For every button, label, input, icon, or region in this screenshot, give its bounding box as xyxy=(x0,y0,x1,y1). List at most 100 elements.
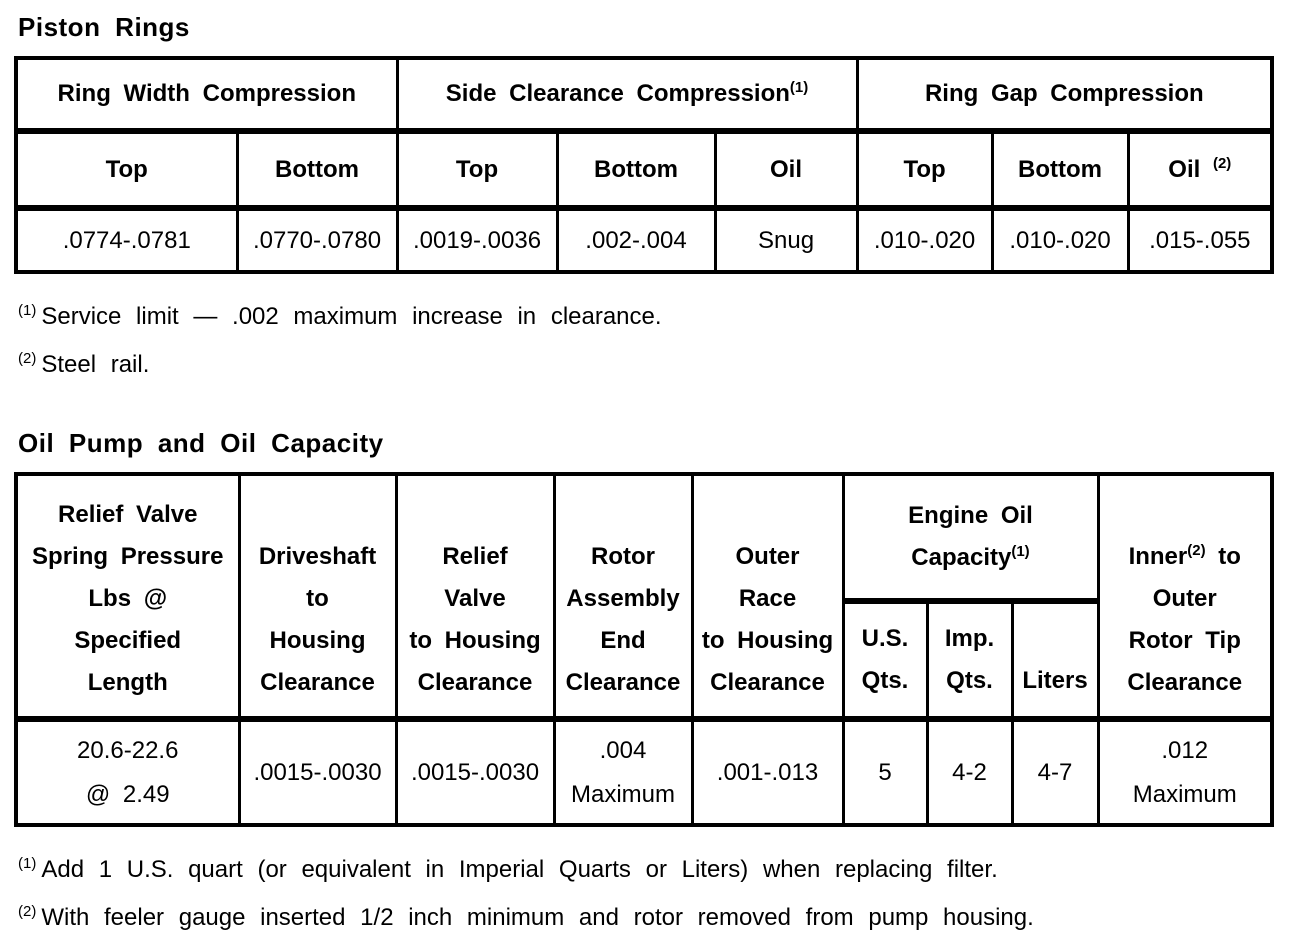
value-rotor-end-clearance: .004 Maximum xyxy=(552,716,694,827)
header-line: End xyxy=(600,627,646,654)
footnote-marker: (1) xyxy=(18,855,37,872)
header-line: Capacity(1) xyxy=(846,537,1095,579)
header-text: Inner xyxy=(1128,543,1188,570)
footnote-text: Steel rail. xyxy=(41,351,150,378)
oil-pump-footnotes: (1) Add 1 U.S. quart (or equivalent in Im… xyxy=(18,843,1298,939)
header-line: to xyxy=(306,585,329,612)
header-line: Specified xyxy=(74,627,182,654)
header-imp-qts: Imp. Qts. xyxy=(925,599,1014,721)
header-line: Housing xyxy=(269,627,366,654)
sub-label: Bottom xyxy=(594,155,678,183)
header-line: Clearance xyxy=(710,669,825,696)
value-relief-spring-pressure: 20.6-22.6 @ 2.49 xyxy=(14,716,241,827)
group-header-side-clearance: Side Clearance Compression(1) xyxy=(395,56,859,134)
header-line: Engine Oil xyxy=(908,502,1033,529)
group-label: Ring Gap Compression xyxy=(924,80,1204,107)
piston-rings-footnotes: (1) Service limit — .002 maximum increase… xyxy=(18,290,1298,386)
value-us-qts: 5 xyxy=(841,716,929,827)
header-line: Qts. xyxy=(861,667,909,694)
group-label: Side Clearance Compression xyxy=(445,80,790,107)
value-imp-qts: 4-2 xyxy=(925,716,1014,827)
value-line: Maximum xyxy=(1132,780,1237,808)
header-text: to xyxy=(1205,543,1241,570)
value-liters: 4-7 xyxy=(1010,716,1100,827)
header-relief-valve-clearance: Relief Valve to Housing Clearance xyxy=(394,472,556,721)
header-line: Relief xyxy=(442,543,508,570)
header-text: Capacity xyxy=(911,544,1012,571)
header-line: Lbs @ xyxy=(88,585,168,612)
value-line: Maximum xyxy=(570,780,675,808)
group-label: Ring Width Compression xyxy=(57,80,356,107)
sub-header-bottom: Bottom xyxy=(555,129,717,210)
oil-pump-header-row-2: U.S. Qts. Imp. Qts. Liters xyxy=(16,599,1272,721)
header-relief-valve-spring: Relief Valve Spring Pressure Lbs @ Speci… xyxy=(14,472,241,721)
piston-rings-title: Piston Rings xyxy=(18,12,190,42)
sub-header-top: Top xyxy=(14,129,239,210)
header-rotor-assembly-clearance: Rotor Assembly End Clearance xyxy=(552,472,694,721)
piston-rings-table: Ring Width Compression Side Clearance Co… xyxy=(14,56,1275,274)
header-line: Clearance xyxy=(260,669,375,696)
value-line: 20.6-22.6 xyxy=(77,736,179,764)
value-ring-gap-top: .010-.020 xyxy=(855,205,994,274)
value-driveshaft-clearance: .0015-.0030 xyxy=(237,716,398,827)
value-relief-valve-clearance: .0015-.0030 xyxy=(394,716,556,827)
sub-header-oil: Oil xyxy=(713,129,859,210)
header-line: Qts. xyxy=(946,667,993,694)
footnote: (1) Add 1 U.S. quart (or equivalent in Im… xyxy=(18,843,1298,891)
header-line: Outer xyxy=(735,543,800,570)
footnote-marker: (1) xyxy=(18,302,37,319)
footnote-ref: (1) xyxy=(789,79,809,96)
group-header-ring-width: Ring Width Compression xyxy=(14,56,399,134)
footnote-marker: (2) xyxy=(18,903,37,920)
sub-header-top: Top xyxy=(395,129,559,210)
value-line: .004 xyxy=(599,736,647,764)
sub-label: Bottom xyxy=(1018,155,1103,183)
oil-pump-header-row-1: Relief Valve Spring Pressure Lbs @ Speci… xyxy=(14,472,1274,721)
header-line: Assembly xyxy=(566,585,680,612)
oil-pump-data-row: 20.6-22.6 @ 2.49 .0015-.0030 .0015-.0030… xyxy=(14,716,1274,827)
sub-header-bottom: Bottom xyxy=(990,129,1130,210)
value-outer-race-clearance: .001-.013 xyxy=(690,716,845,827)
sub-label: Bottom xyxy=(275,155,359,183)
sub-label: Top xyxy=(903,155,946,183)
footnote-ref: (2) xyxy=(1187,542,1206,559)
footnote: (2) With feeler gauge inserted 1/2 inch m… xyxy=(18,891,1298,939)
header-line: Clearance xyxy=(417,669,533,696)
header-line: Length xyxy=(87,669,168,696)
footnote-ref: (1) xyxy=(1011,543,1030,560)
value-line: @ 2.49 xyxy=(85,780,170,808)
sub-header-bottom: Bottom xyxy=(235,129,399,210)
value-rotor-tip-clearance: .012 Maximum xyxy=(1096,716,1274,827)
header-line: Race xyxy=(738,585,797,612)
oil-pump-table: Relief Valve Spring Pressure Lbs @ Speci… xyxy=(14,472,1274,827)
sub-label: Top xyxy=(455,155,499,183)
header-us-qts: U.S. Qts. xyxy=(841,599,929,721)
header-rotor-tip-clearance: Inner(2) to Outer Rotor Tip Clearance xyxy=(1096,472,1274,721)
sub-label: Oil xyxy=(770,155,803,183)
oil-pump-title: Oil Pump and Oil Capacity xyxy=(18,428,384,458)
value-side-clearance-oil: Snug xyxy=(713,205,859,274)
header-line: Inner(2) to xyxy=(1101,536,1269,578)
footnote-text: With feeler gauge inserted 1/2 inch mini… xyxy=(41,904,1034,931)
footnote-marker: (2) xyxy=(18,350,37,367)
value-line: .012 xyxy=(1161,736,1209,764)
footnote: (2) Steel rail. xyxy=(18,338,1298,386)
sub-header-top: Top xyxy=(855,129,994,210)
header-line: Outer xyxy=(1152,585,1217,612)
value-ring-gap-bottom: .010-.020 xyxy=(990,205,1130,274)
header-line: Valve xyxy=(444,585,506,612)
header-liters: Liters xyxy=(1010,599,1100,721)
header-driveshaft-clearance: Driveshaft to Housing Clearance xyxy=(237,472,398,721)
piston-rings-data-row: .0774-.0781 .0770-.0780 .0019-.0036 .002… xyxy=(14,205,1274,274)
group-header-row: Ring Width Compression Side Clearance Co… xyxy=(14,56,1274,134)
value-ring-gap-oil: .015-.055 xyxy=(1126,205,1274,274)
header-line: to Housing xyxy=(409,627,541,654)
header-line: Clearance xyxy=(1127,669,1243,696)
header-line: to Housing xyxy=(701,627,834,654)
header-line: Rotor Tip xyxy=(1128,627,1241,654)
header-line: Liters xyxy=(1022,667,1088,694)
header-line: Clearance xyxy=(565,669,681,696)
value-ring-width-top: .0774-.0781 xyxy=(14,205,239,274)
header-line: Rotor xyxy=(591,543,655,570)
